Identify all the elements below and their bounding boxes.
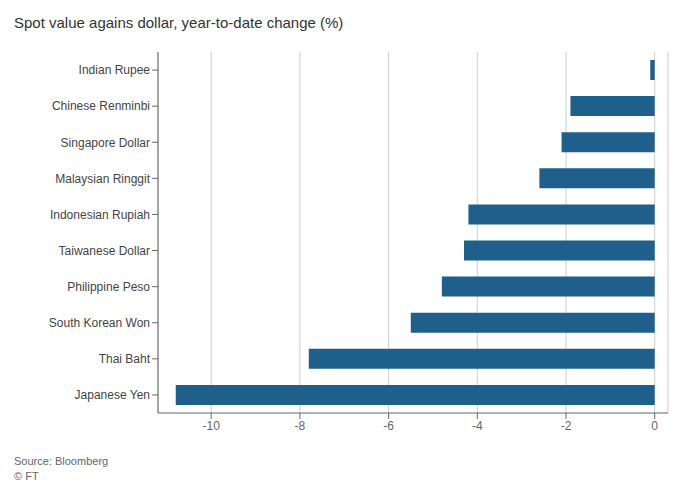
svg-text:Malaysian Ringgit: Malaysian Ringgit — [55, 172, 150, 186]
svg-text:Chinese Renminbi: Chinese Renminbi — [52, 99, 150, 113]
svg-text:Indian Rupee: Indian Rupee — [79, 63, 151, 77]
svg-text:-8: -8 — [295, 419, 306, 433]
svg-text:Singapore Dollar: Singapore Dollar — [61, 136, 150, 150]
svg-text:Japanese Yen: Japanese Yen — [75, 388, 150, 402]
svg-text:Indonesian Rupiah: Indonesian Rupiah — [50, 208, 150, 222]
svg-text:-4: -4 — [472, 419, 483, 433]
svg-text:-10: -10 — [203, 419, 221, 433]
svg-text:0: 0 — [651, 419, 658, 433]
svg-text:Philippine Peso: Philippine Peso — [67, 280, 150, 294]
svg-text:-6: -6 — [383, 419, 394, 433]
svg-text:Taiwanese Dollar: Taiwanese Dollar — [59, 244, 150, 258]
svg-text:-2: -2 — [561, 419, 572, 433]
svg-text:South Korean Won: South Korean Won — [49, 316, 150, 330]
html-text:Spot value agains dollar, year: Spot value agains dollar, year-to-date c… — [14, 14, 344, 31]
html-text:© FT: © FT — [14, 470, 39, 482]
html-text:Source: Bloomberg: Source: Bloomberg — [14, 455, 109, 467]
svg-text:Thai Baht: Thai Baht — [99, 352, 151, 366]
